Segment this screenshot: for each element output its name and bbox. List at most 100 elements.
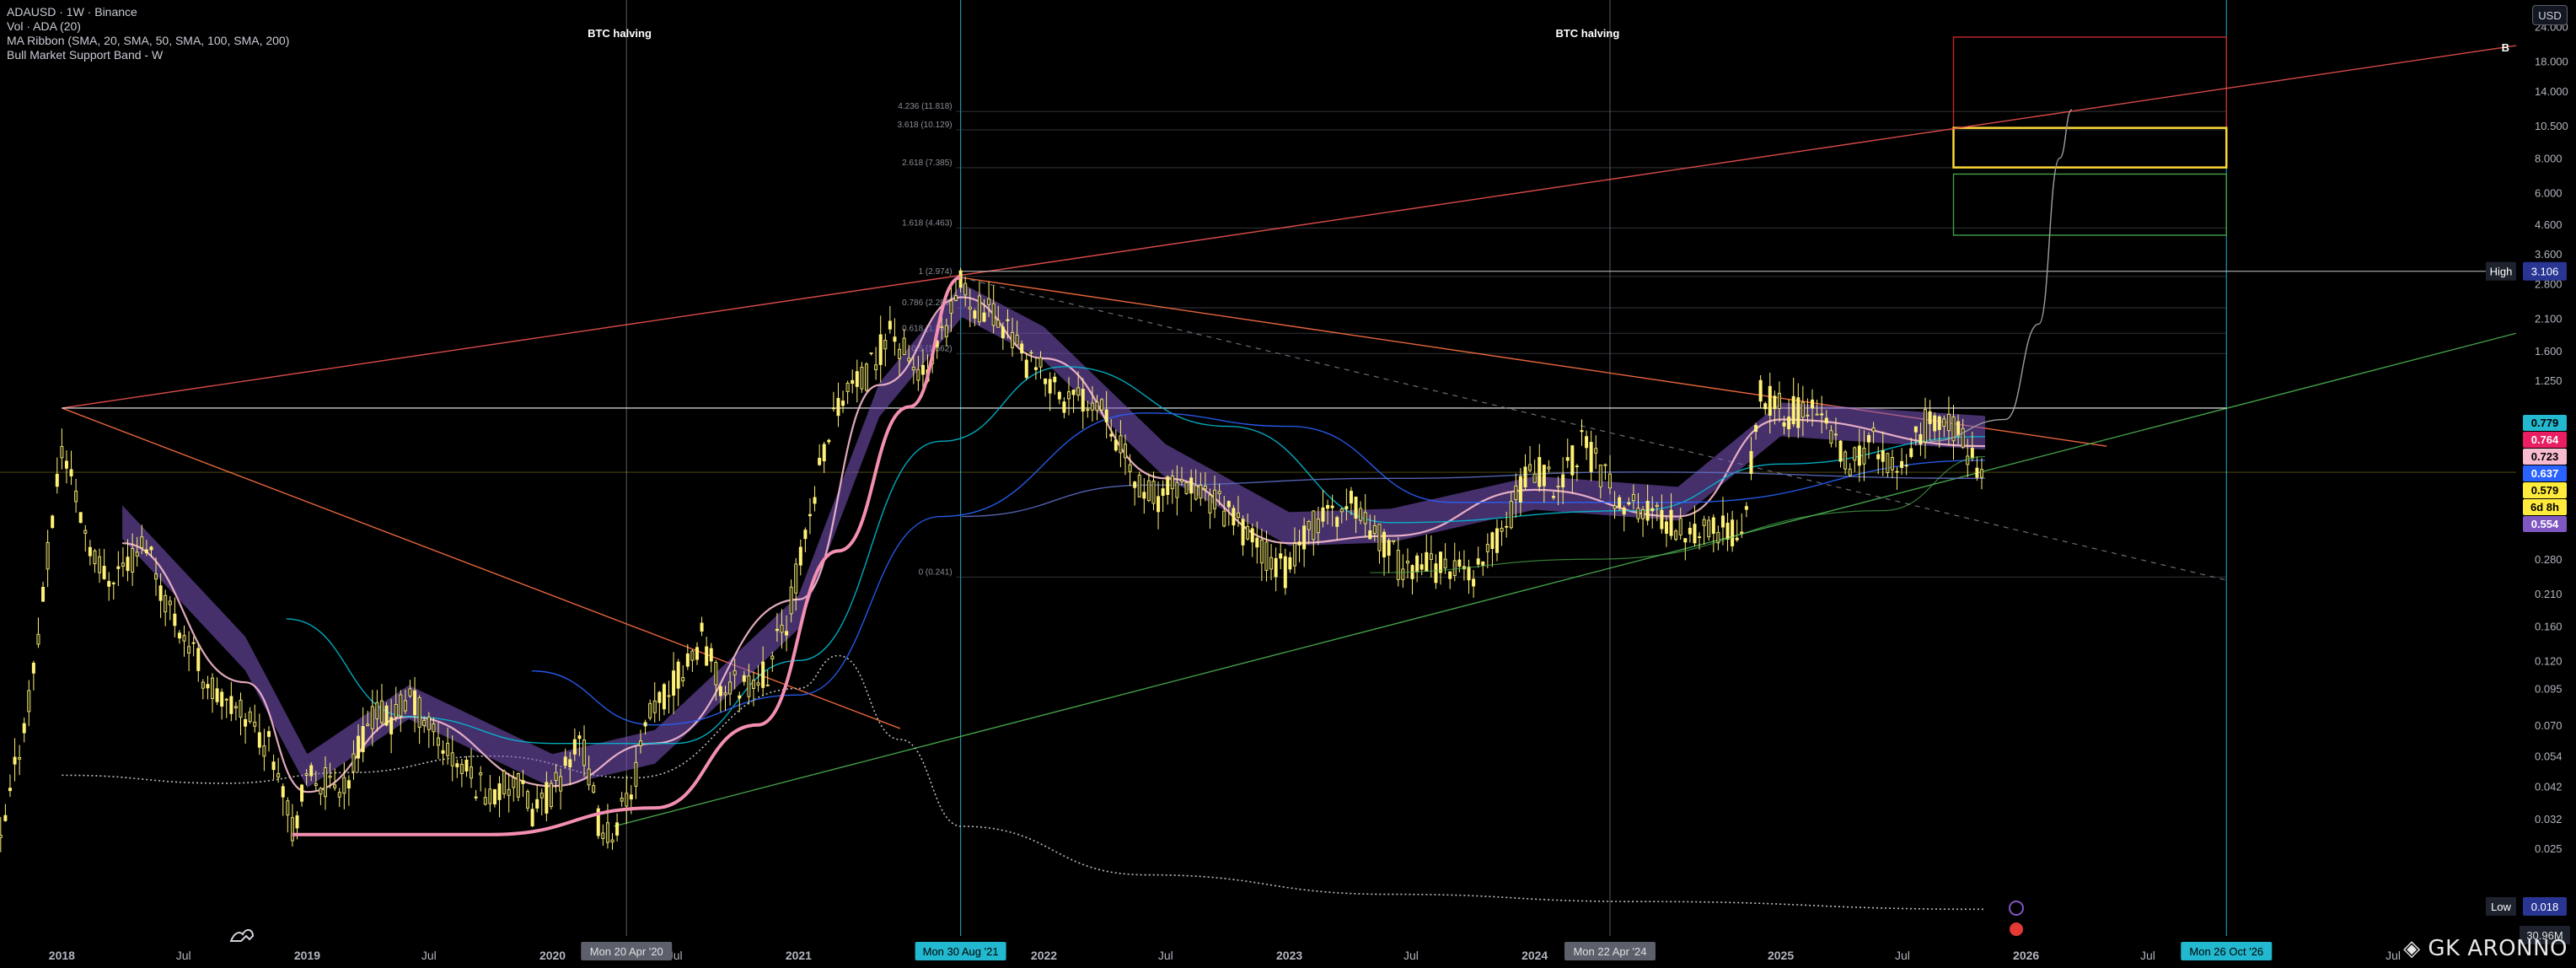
candle-body xyxy=(1274,557,1278,578)
candle-body xyxy=(1838,440,1843,462)
candle-body xyxy=(1359,508,1363,521)
dashed-downtrend xyxy=(960,277,2227,581)
time-tick-label: 2026 xyxy=(2013,949,2039,962)
price-tick-label: 3.600 xyxy=(2535,248,2563,261)
candle-body xyxy=(1763,403,1768,410)
legend-volume[interactable]: Vol · ADA (20) xyxy=(7,19,81,33)
candle-body xyxy=(3,815,8,821)
candle-body xyxy=(464,759,469,772)
candle-body xyxy=(944,325,948,337)
candle-body xyxy=(1269,557,1274,570)
candle-body xyxy=(1594,448,1598,454)
time-marker-label: Mon 26 Oct '26 xyxy=(2189,945,2263,958)
candle-body xyxy=(1457,559,1462,567)
candle-body xyxy=(107,581,111,587)
price-label-bg xyxy=(2523,516,2567,532)
candle-body xyxy=(1425,551,1429,573)
candle-body xyxy=(281,786,285,798)
candle-body xyxy=(1246,525,1250,540)
candle-body xyxy=(196,648,201,671)
candle-body xyxy=(662,684,666,710)
candle-body xyxy=(149,546,153,551)
projection-curve xyxy=(1929,109,2073,443)
candle-body xyxy=(1170,476,1174,490)
candle-body xyxy=(131,548,135,573)
candle-body xyxy=(1565,457,1570,461)
candle-body xyxy=(1044,378,1048,385)
candle-body xyxy=(492,788,496,804)
candle-body xyxy=(88,546,92,557)
candle-body xyxy=(751,680,755,689)
candle-body xyxy=(304,773,309,776)
candle-body xyxy=(1415,555,1419,573)
candle-body xyxy=(1321,507,1325,522)
candle-body xyxy=(1312,510,1316,540)
candle-body xyxy=(206,684,210,689)
trendline-green-support xyxy=(613,332,2517,827)
price-tick-label: 2.100 xyxy=(2535,312,2563,325)
candle-body xyxy=(1194,485,1198,500)
price-tick-label: 1.250 xyxy=(2535,374,2563,387)
candle-body xyxy=(907,358,911,362)
candle-body xyxy=(1250,528,1254,543)
candle-body xyxy=(1862,447,1866,465)
candle-body xyxy=(1975,467,1979,478)
candle-body xyxy=(610,839,614,843)
candle-body xyxy=(1429,553,1433,560)
candle-body xyxy=(1585,436,1589,449)
candle-body xyxy=(1523,466,1527,487)
candle-body xyxy=(1151,481,1156,504)
candle-body xyxy=(1928,411,1932,424)
candle-body xyxy=(1716,531,1720,544)
candle-body xyxy=(1326,504,1330,509)
candle-body xyxy=(996,320,1001,328)
candle-body xyxy=(1222,510,1226,527)
candle-body xyxy=(648,702,652,718)
candle-body xyxy=(1434,563,1438,583)
tradingview-logo-icon[interactable] xyxy=(228,921,256,946)
candle-body xyxy=(323,767,327,798)
price-label: 0.637 xyxy=(2531,467,2559,480)
candle-body xyxy=(488,788,492,804)
candle-body xyxy=(1161,488,1165,496)
candle-body xyxy=(1758,379,1763,402)
legend-bmsb[interactable]: Bull Market Support Band - W xyxy=(7,48,164,62)
candle-body xyxy=(1405,560,1409,564)
candle-body xyxy=(808,514,812,517)
chart-legend: ADAUSD · 1W · Binance Vol · ADA (20) MA … xyxy=(7,5,289,62)
candle-body xyxy=(1645,500,1650,521)
candle-body xyxy=(827,439,831,443)
candle-body xyxy=(93,550,97,564)
candle-body xyxy=(182,635,186,642)
candle-body xyxy=(1472,578,1476,587)
candle-body xyxy=(1264,541,1269,571)
low-value-bg xyxy=(2523,897,2567,916)
candle-body xyxy=(676,661,680,689)
price-label: 6d 8h xyxy=(2530,501,2559,514)
candle-body xyxy=(1782,422,1786,427)
candle-body xyxy=(41,586,46,602)
candle-body xyxy=(1302,525,1307,550)
candle-body xyxy=(1514,485,1518,501)
price-tick-label: 18.000 xyxy=(2535,55,2568,67)
legend-ma-ribbon[interactable]: MA Ribbon (SMA, 20, SMA, 50, SMA, 100, S… xyxy=(7,34,290,47)
candle-body xyxy=(233,706,238,709)
currency-button[interactable]: USD xyxy=(2532,5,2568,25)
ma-line xyxy=(962,471,1985,518)
candle-body xyxy=(417,697,421,729)
candle-body xyxy=(780,624,784,633)
candle-body xyxy=(1890,457,1894,471)
candle-body xyxy=(1768,385,1772,416)
candle-body xyxy=(700,622,704,632)
candle-body xyxy=(399,694,403,717)
time-tick-label: 2025 xyxy=(1768,949,1794,962)
candle-body xyxy=(31,662,35,674)
candle-body xyxy=(1811,399,1815,409)
legend-symbol[interactable]: ADAUSD · 1W · Binance xyxy=(7,5,137,19)
candle-body xyxy=(1443,558,1447,569)
candle-body xyxy=(709,648,713,662)
candle-body xyxy=(601,832,605,839)
candle-body xyxy=(257,732,261,748)
low-value: 0.018 xyxy=(2531,901,2559,913)
